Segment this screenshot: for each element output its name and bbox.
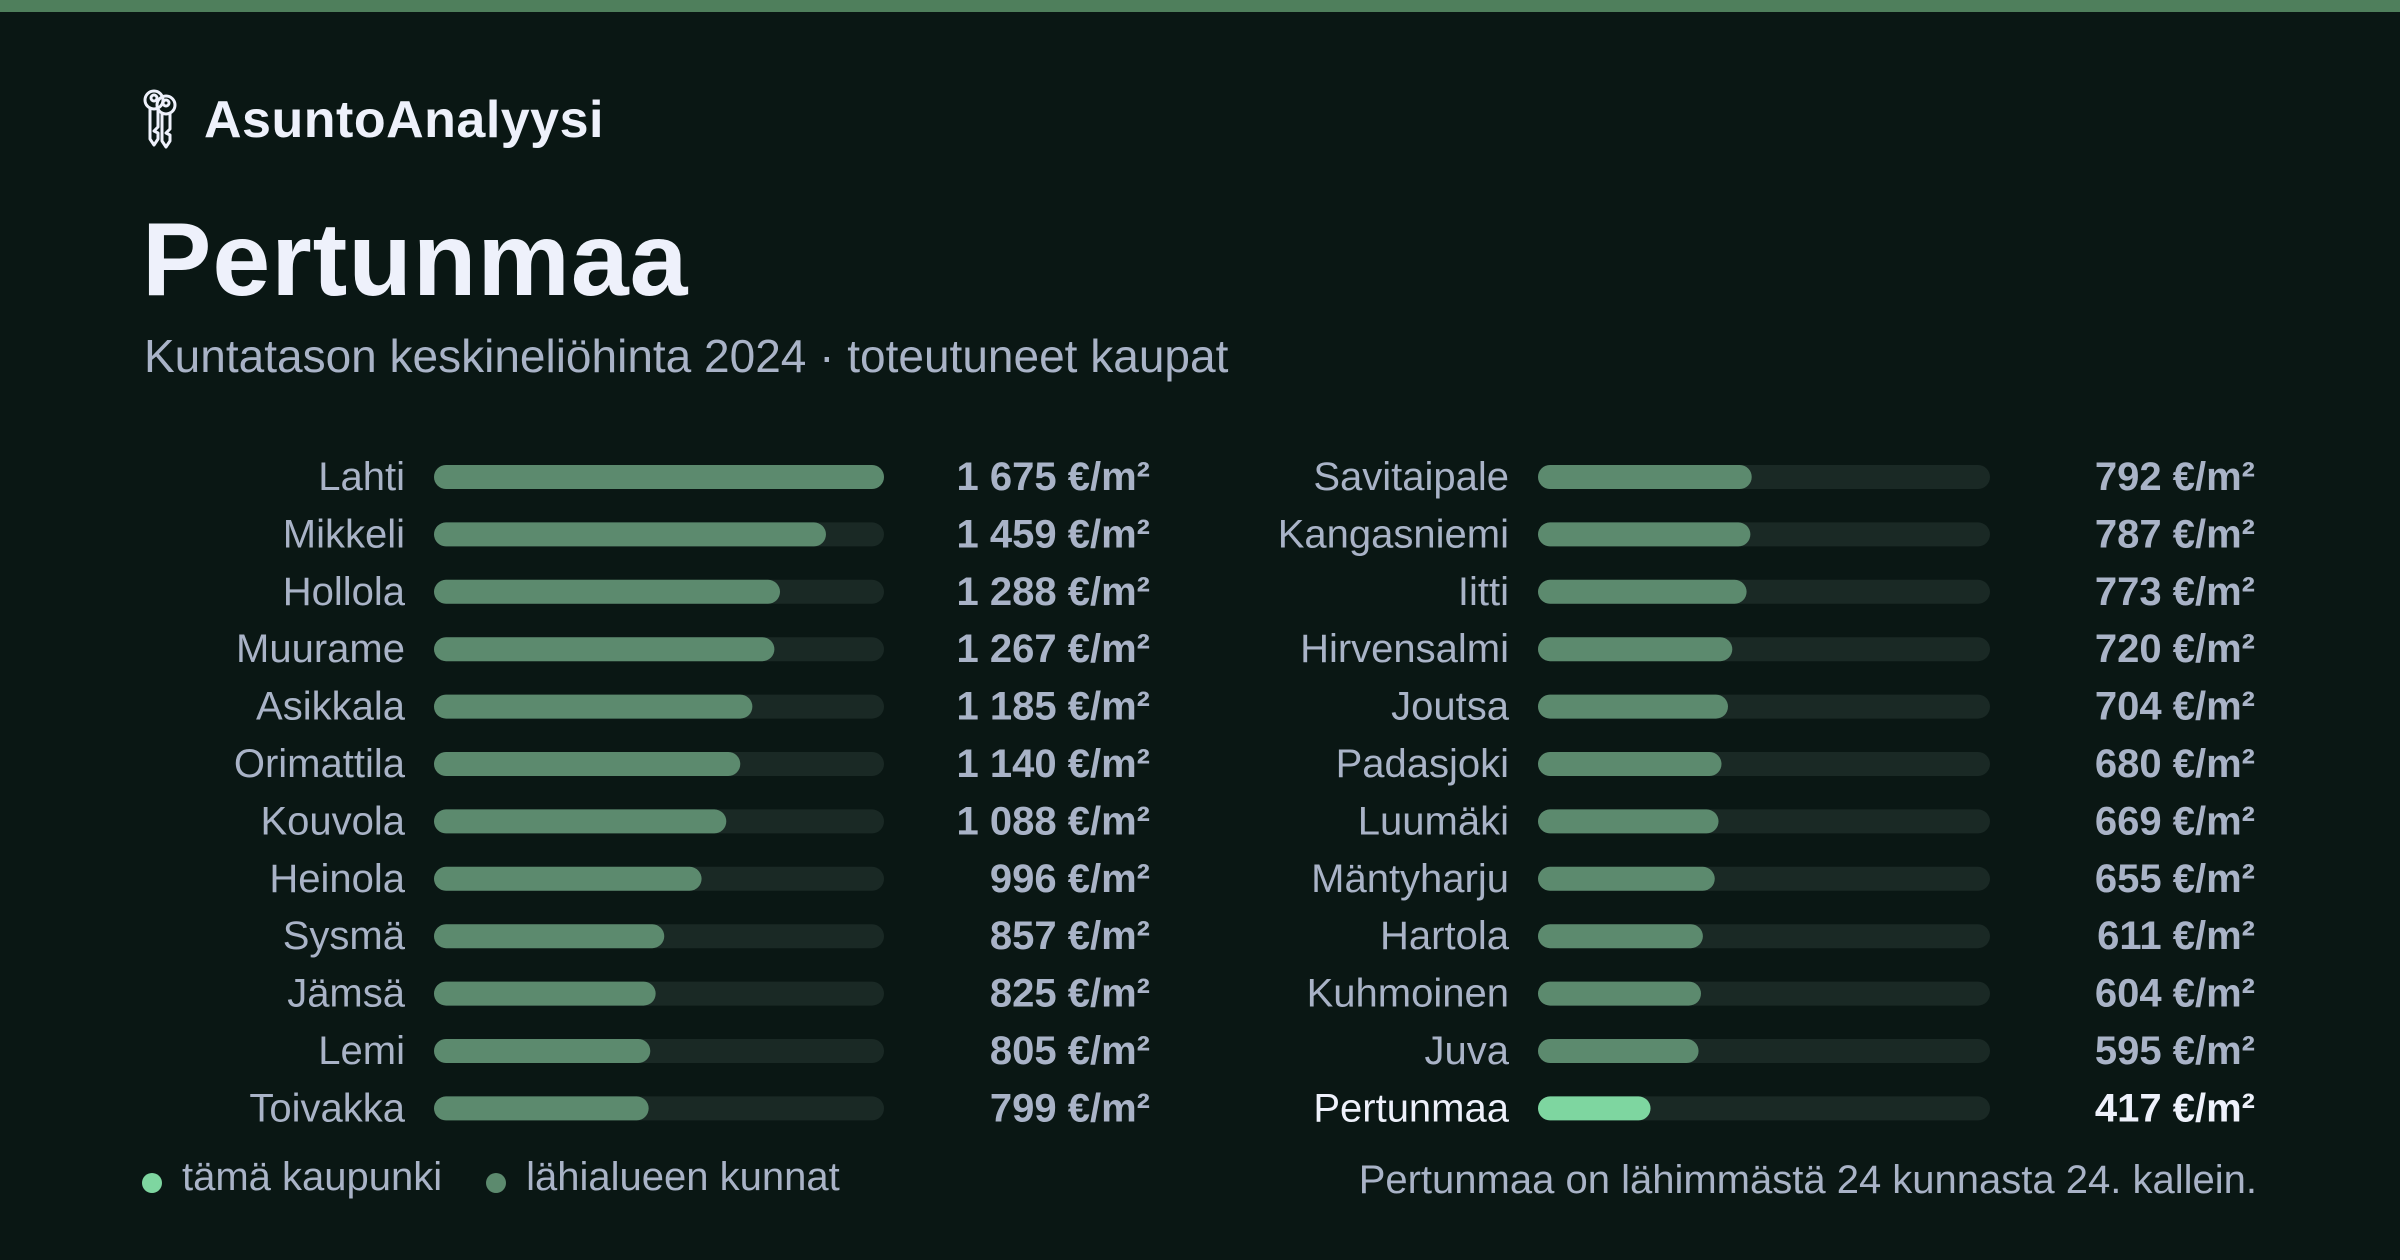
bar-label-kuhmoinen: Kuhmoinen [1307,972,1509,1016]
top-accent-bar [0,0,2400,12]
bar-label-iitti: Iitti [1458,570,1509,614]
bar-label-kouvola: Kouvola [260,799,405,843]
bar-value-padasjoki: 680 €/m² [2095,742,2255,786]
bar-asikkala [434,694,753,719]
bar-kangasniemi [1538,522,1751,547]
bar-label-luumaki: Luumäki [1358,799,1509,843]
bar-track-pertunmaa [1538,1096,1990,1121]
bar-value-lahti: 1 675 €/m² [957,455,1150,499]
bar-iitti [1538,579,1747,604]
bar-value-savitaipale: 792 €/m² [2095,455,2255,499]
bar-value-jamsa: 825 €/m² [990,972,1150,1016]
bar-label-joutsa: Joutsa [1391,685,1510,729]
bar-value-mantyharju: 655 €/m² [2095,857,2255,901]
bar-label-sysma: Sysmä [283,914,406,958]
page-title: Pertunmaa [142,202,689,318]
bar-label-savitaipale: Savitaipale [1313,455,1509,499]
bar-value-kouvola: 1 088 €/m² [957,799,1150,843]
bar-label-hartola: Hartola [1380,914,1510,958]
bar-kuhmoinen [1538,981,1701,1006]
bar-value-juva: 595 €/m² [2095,1029,2255,1073]
legend-dot-nearby [486,1172,507,1193]
bar-value-luumaki: 669 €/m² [2095,799,2255,843]
bar-label-juva: Juva [1425,1029,1510,1073]
bar-hartola [1538,924,1703,949]
bar-value-iitti: 773 €/m² [2095,570,2255,614]
bar-lahti [434,465,884,489]
legend-label-nearby: lähialueen kunnat [526,1155,840,1199]
bar-jamsa [434,981,656,1006]
bar-label-orimattila: Orimattila [234,742,406,786]
bar-joutsa [1538,694,1728,719]
bar-value-toivakka: 799 €/m² [990,1086,1150,1130]
bar-label-lahti: Lahti [318,455,405,499]
bar-label-mantyharju: Mäntyharju [1311,857,1509,901]
bar-label-lemi: Lemi [318,1029,405,1073]
bar-value-mikkeli: 1 459 €/m² [957,512,1150,556]
bar-value-heinola: 996 €/m² [990,857,1150,901]
legend-label-this-city: tämä kaupunki [182,1155,443,1199]
bar-value-hirvensalmi: 720 €/m² [2095,627,2255,671]
bar-luumaki [1538,809,1719,834]
chart-legend: tämä kaupunki lähialueen kunnat [142,1155,884,1200]
bar-value-hartola: 611 €/m² [2097,914,2255,958]
bar-hirvensalmi [1538,637,1733,662]
bar-value-kuhmoinen: 604 €/m² [2095,972,2255,1016]
bar-label-jamsa: Jämsä [287,972,406,1016]
brand: AsuntoAnalyysi [140,89,604,150]
bar-toivakka [434,1096,649,1121]
bar-orimattila [434,752,741,776]
page-subtitle: Kuntatason keskineliöhinta 2024 · toteut… [144,330,1229,382]
bar-padasjoki [1538,752,1722,776]
bar-value-pertunmaa: 417 €/m² [2095,1086,2255,1130]
bar-juva [1538,1039,1699,1063]
price-bar-chart: Lahti 1 675 €/m² Mikkeli 1 459 €/m² Hollola 1… [234,455,2255,1130]
bar-label-toivakka: Toivakka [249,1086,405,1130]
bar-label-pertunmaa: Pertunmaa [1313,1086,1509,1130]
bar-label-kangasniemi: Kangasniemi [1278,512,1509,556]
bar-muurame [434,637,775,662]
bar-value-joutsa: 704 €/m² [2095,685,2255,729]
legend-dot-this-city [142,1172,162,1193]
bar-mantyharju [1538,866,1715,891]
bar-value-orimattila: 1 140 €/m² [957,742,1150,786]
bar-label-asikkala: Asikkala [256,685,406,729]
keys-icon [140,87,180,154]
bar-label-muurame: Muurame [236,627,405,671]
bar-sysma [434,924,665,949]
bar-lemi [434,1039,651,1063]
bar-kouvola [434,809,727,834]
bar-label-hollola: Hollola [283,570,406,614]
bar-pertunmaa [1538,1096,1651,1121]
bar-value-sysma: 857 €/m² [990,914,1150,958]
bar-label-padasjoki: Padasjoki [1336,742,1509,786]
bar-label-hirvensalmi: Hirvensalmi [1300,627,1509,671]
bar-label-heinola: Heinola [269,857,405,901]
bar-hollola [434,579,781,604]
bar-savitaipale [1538,465,1752,489]
bar-value-lemi: 805 €/m² [990,1029,1150,1073]
bar-value-asikkala: 1 185 €/m² [957,685,1150,729]
bar-value-muurame: 1 267 €/m² [957,627,1150,671]
bar-value-kangasniemi: 787 €/m² [2095,512,2255,556]
bar-label-mikkeli: Mikkeli [283,512,405,556]
bar-value-hollola: 1 288 €/m² [957,570,1150,614]
bar-mikkeli [434,522,826,547]
rank-note: Pertunmaa on lähimmästä 24 kunnasta 24. … [1358,1158,2257,1202]
bar-heinola [434,866,702,891]
brand-name: AsuntoAnalyysi [204,91,604,149]
